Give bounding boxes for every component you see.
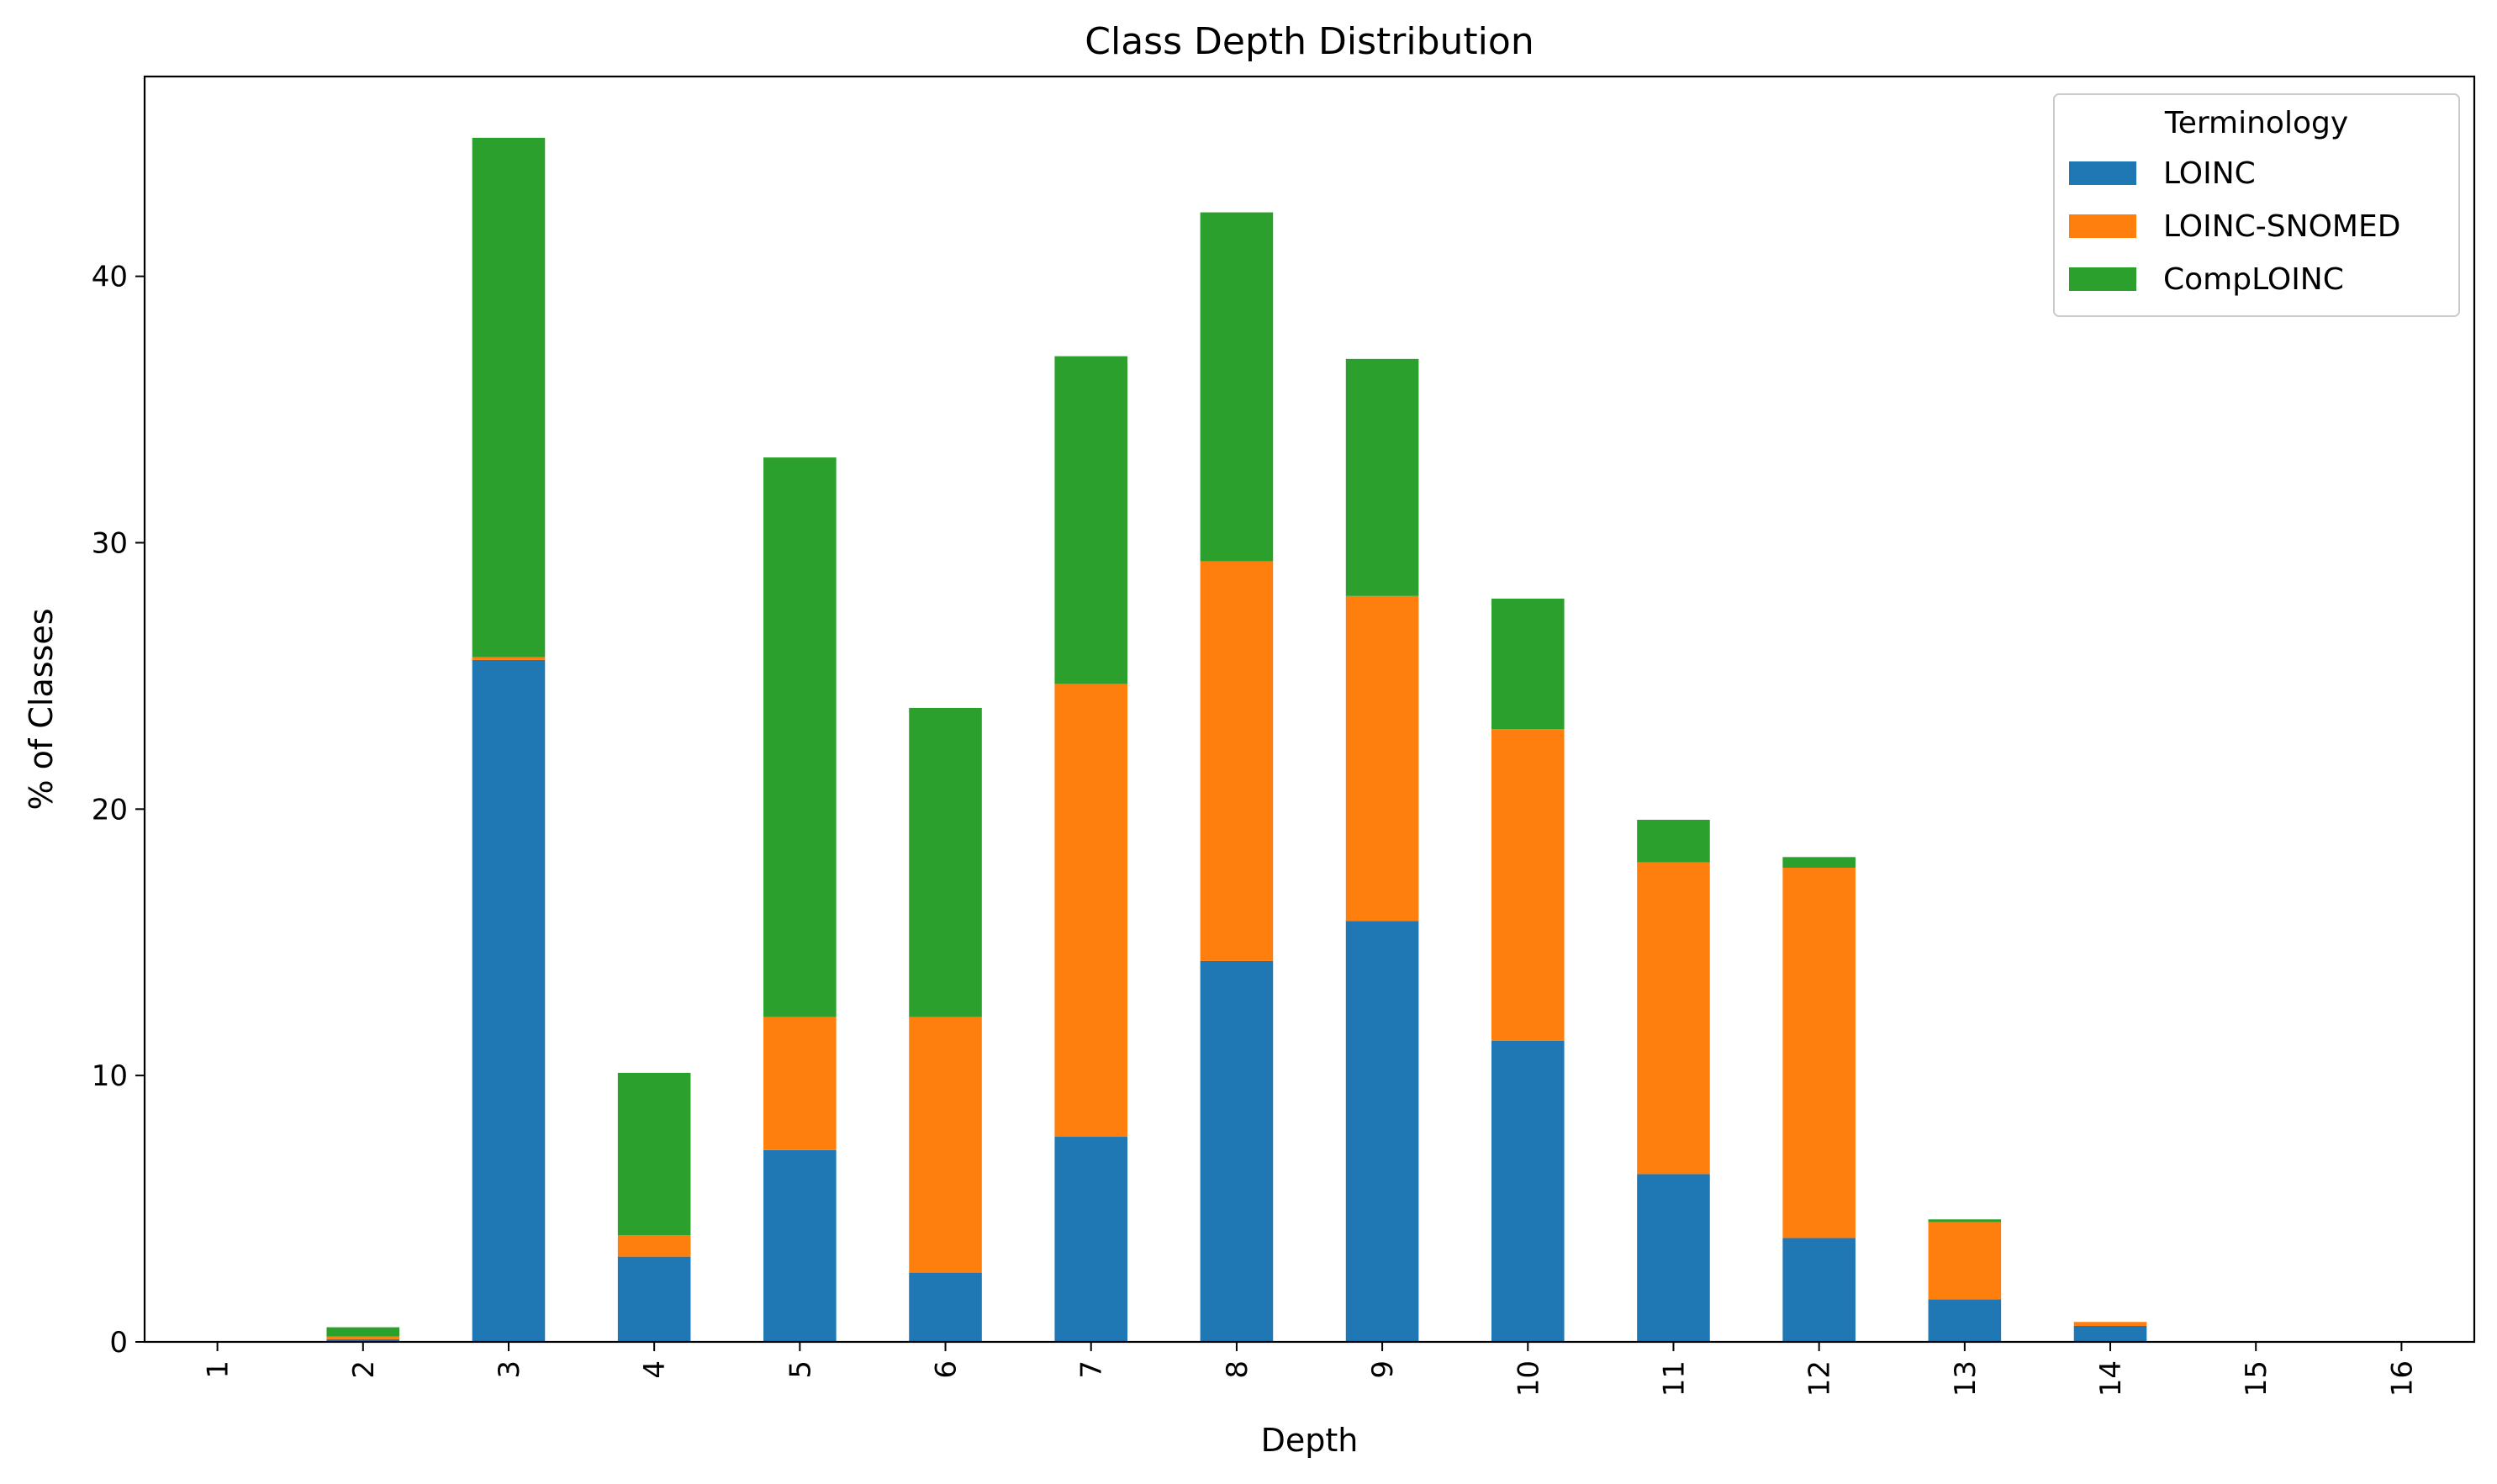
bar-loinc-snomed-depth-6	[909, 1017, 982, 1273]
bar-comploinc-depth-7	[1054, 356, 1128, 684]
bar-loinc-snomed-depth-10	[1491, 729, 1565, 1041]
bar-comploinc-depth-6	[909, 707, 982, 1017]
bar-loinc-depth-10	[1491, 1040, 1565, 1342]
x-tick-label-7: 7	[1075, 1360, 1109, 1379]
legend-swatch-loinc-snomed	[2069, 214, 2136, 238]
x-tick-label-1: 1	[202, 1360, 235, 1379]
bar-loinc-depth-14	[2073, 1325, 2147, 1342]
plot-frame	[143, 75, 2476, 1344]
legend-label-loinc: LOINC	[2163, 156, 2256, 191]
y-tick-label: 10	[92, 1059, 128, 1093]
bar-loinc-snomed-depth-9	[1345, 595, 1419, 922]
bar-loinc-snomed-depth-4	[617, 1235, 691, 1257]
y-tick-label: 30	[92, 526, 128, 560]
x-tick-label-16: 16	[2385, 1360, 2419, 1397]
bar-loinc-depth-11	[1637, 1174, 1710, 1342]
bar-loinc-snomed-depth-7	[1054, 684, 1128, 1138]
y-tick-label: 20	[92, 793, 128, 826]
x-tick-label-12: 12	[1803, 1360, 1837, 1397]
bar-loinc-depth-3	[472, 659, 546, 1342]
x-tick-label-14: 14	[2094, 1360, 2128, 1397]
x-axis-label: Depth	[1261, 1422, 1359, 1459]
bar-loinc-snomed-depth-2	[326, 1336, 400, 1339]
bar-loinc-depth-7	[1054, 1137, 1128, 1342]
x-tick-label-15: 15	[2240, 1360, 2273, 1397]
bar-comploinc-depth-5	[763, 457, 837, 1017]
bar-loinc-depth-12	[1782, 1238, 1856, 1342]
bar-comploinc-depth-2	[326, 1327, 400, 1337]
legend-label-comploinc: CompLOINC	[2163, 262, 2344, 297]
bar-loinc-depth-2	[326, 1339, 400, 1342]
bar-comploinc-depth-12	[1782, 857, 1856, 869]
legend-box	[2053, 93, 2460, 317]
bar-loinc-depth-13	[1928, 1299, 2002, 1342]
chart-title: Class Depth Distribution	[1085, 20, 1534, 63]
legend-swatch-comploinc	[2069, 267, 2136, 291]
y-axis-label: % of Classes	[23, 608, 60, 810]
x-tick-label-5: 5	[784, 1360, 817, 1379]
bar-loinc-snomed-depth-14	[2073, 1322, 2147, 1326]
bar-loinc-depth-6	[909, 1272, 982, 1342]
x-tick-label-6: 6	[930, 1360, 963, 1379]
legend-swatch-loinc	[2069, 161, 2136, 185]
y-tick-label: 40	[92, 261, 128, 294]
bar-loinc-snomed-depth-5	[763, 1017, 837, 1150]
bar-loinc-depth-5	[763, 1149, 837, 1342]
x-tick-label-2: 2	[347, 1360, 381, 1379]
x-tick-label-8: 8	[1221, 1360, 1254, 1379]
bar-loinc-snomed-depth-3	[472, 657, 546, 660]
bar-comploinc-depth-13	[1928, 1219, 2002, 1223]
bar-comploinc-depth-10	[1491, 599, 1565, 730]
bars-layer	[326, 137, 2147, 1342]
legend-label-loinc-snomed: LOINC-SNOMED	[2163, 209, 2400, 244]
x-tick-label-4: 4	[638, 1360, 672, 1379]
bar-loinc-snomed-depth-8	[1200, 561, 1274, 961]
bar-comploinc-depth-3	[472, 137, 546, 658]
bar-loinc-depth-9	[1345, 921, 1419, 1342]
bar-loinc-depth-4	[617, 1256, 691, 1342]
legend-title: Terminology	[2164, 106, 2348, 140]
bar-loinc-snomed-depth-13	[1928, 1222, 2002, 1300]
bar-comploinc-depth-4	[617, 1072, 691, 1236]
bar-comploinc-depth-11	[1637, 819, 1710, 863]
x-tick-label-3: 3	[493, 1360, 526, 1379]
x-tick-label-13: 13	[1949, 1360, 1982, 1397]
x-tick-label-9: 9	[1366, 1360, 1400, 1379]
legend: Terminology LOINC LOINC-SNOMED CompLOINC	[2053, 93, 2460, 317]
y-tick-label: 0	[109, 1326, 128, 1360]
bar-loinc-snomed-depth-11	[1637, 862, 1710, 1175]
bar-comploinc-depth-8	[1200, 212, 1274, 562]
x-tick-label-11: 11	[1657, 1360, 1691, 1397]
bar-loinc-snomed-depth-12	[1782, 868, 1856, 1238]
bar-comploinc-depth-9	[1345, 358, 1419, 596]
x-tick-label-10: 10	[1512, 1360, 1545, 1397]
bar-loinc-depth-8	[1200, 960, 1274, 1342]
